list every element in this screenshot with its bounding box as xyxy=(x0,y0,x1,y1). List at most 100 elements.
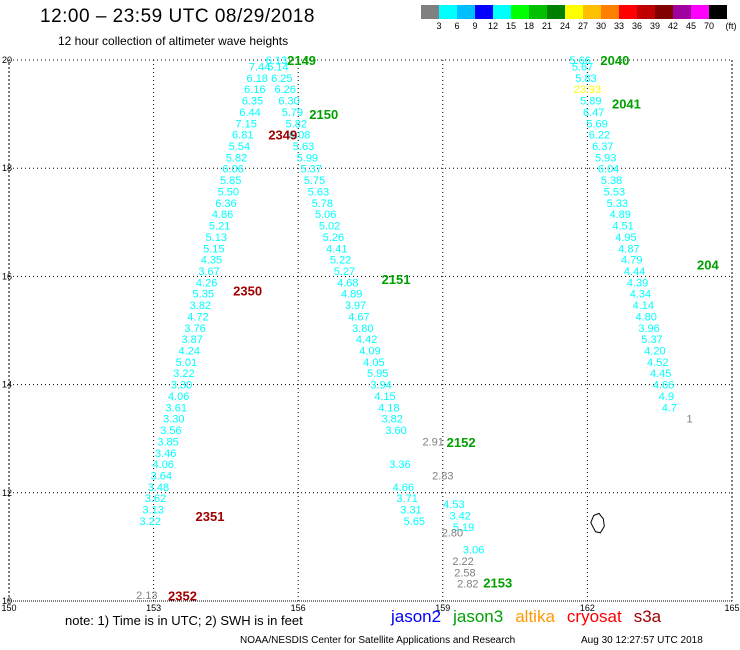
wave-height-value: 5.66 xyxy=(569,55,590,67)
wave-height-value: 5.75 xyxy=(304,175,325,187)
coastline xyxy=(590,512,605,534)
legend-label: 15 xyxy=(505,21,517,31)
legend-swatch xyxy=(565,5,583,19)
y-tick-label: 20 xyxy=(2,55,12,65)
wave-height-value: 3.76 xyxy=(184,323,205,335)
wave-height-value: 4.79 xyxy=(621,255,642,267)
wave-height-value: 5.99 xyxy=(297,152,318,164)
wave-height-value: 5.01 xyxy=(176,357,197,369)
wave-height-value: 5.26 xyxy=(323,232,344,244)
wave-height-value: 5.27 xyxy=(334,266,355,278)
wave-height-value: 3.82 xyxy=(381,414,402,426)
wave-height-value: 7.15 xyxy=(235,118,256,130)
wave-height-value: 6.18 xyxy=(247,73,268,85)
wave-height-value: 5.93 xyxy=(595,152,616,164)
legend-swatch xyxy=(529,5,547,19)
wave-height-value: 5.33 xyxy=(607,198,628,210)
legend-label: 12 xyxy=(487,21,499,31)
legend-label: 70 xyxy=(703,21,715,31)
wave-height-value: 4.68 xyxy=(337,277,358,289)
x-tick-label: 159 xyxy=(435,603,450,613)
wave-height-value: 5.89 xyxy=(580,96,601,108)
wave-height-value: 3.80 xyxy=(352,323,373,335)
wave-height-value: 3.42 xyxy=(449,511,470,523)
legend-swatch xyxy=(511,5,529,19)
wave-height-value: 3.64 xyxy=(151,470,172,482)
y-tick-label: 18 xyxy=(2,163,12,173)
altimeter-tracks: 7.446.186.166.356.447.156.815.545.826.06… xyxy=(136,55,693,602)
map-axes: 150 153 156 159 162 165 10 12 14 16 18 20 xyxy=(1,55,739,613)
wave-height-value: 4.14 xyxy=(633,300,654,312)
wave-height-value: 5.38 xyxy=(601,175,622,187)
wave-height-value: 3.85 xyxy=(157,436,178,448)
wave-height-value: 6.47 xyxy=(583,107,604,119)
wave-height-value: 4.42 xyxy=(356,334,377,346)
wave-height-value: 5.21 xyxy=(209,221,230,233)
wave-height-value: 2.13 xyxy=(136,590,157,602)
satellite-name: jason3 xyxy=(453,607,504,626)
wave-height-value: 5.50 xyxy=(218,186,239,198)
page-title: 12:00 – 23:59 UTC 08/29/2018 xyxy=(40,6,315,27)
wave-height-value: 6.37 xyxy=(592,141,613,153)
wave-height-value: 4.86 xyxy=(212,209,233,221)
wave-height-value: 4.52 xyxy=(647,357,668,369)
wave-height-value: 3.48 xyxy=(148,482,169,494)
wave-height-value: 6.36 xyxy=(215,198,236,210)
wave-height-value: 4.39 xyxy=(627,277,648,289)
wave-height-value: 4.53 xyxy=(443,499,464,511)
wave-height-value: 3.94 xyxy=(370,380,391,392)
legend-label: 3 xyxy=(436,21,442,31)
wave-height-value: 6.44 xyxy=(239,107,260,119)
legend-label: 36 xyxy=(631,21,643,31)
wave-height-value: 4.89 xyxy=(341,289,362,301)
wave-height-value: 3.22 xyxy=(140,516,161,528)
wave-height-value: 4.7 xyxy=(662,402,677,414)
wave-height-value: 3.30 xyxy=(163,414,184,426)
wave-height-value: 6.22 xyxy=(589,130,610,142)
wave-height-value: 5.63 xyxy=(293,141,314,153)
color-legend: 3 6 9 12 15 18 21 24 27 30 33 36 39 42 45 70 (ft) xyxy=(421,5,737,33)
wave-height-value: 4.06 xyxy=(168,391,189,403)
legend-swatch xyxy=(547,5,565,19)
wave-height-value: 4.06 xyxy=(153,459,174,471)
wave-height-value: 4.05 xyxy=(363,357,384,369)
wave-height-value: 3.82 xyxy=(190,300,211,312)
wave-height-value: 5.06 xyxy=(315,209,336,221)
wave-height-value: 5.82 xyxy=(226,152,247,164)
wave-height-value: 5.79 xyxy=(282,107,303,119)
wave-height-value: 3.31 xyxy=(400,505,421,517)
wave-height-value: 3.61 xyxy=(166,402,187,414)
legend-swatch xyxy=(637,5,655,19)
wave-height-value: 5.02 xyxy=(319,221,340,233)
pass-number-label: 2153 xyxy=(483,576,512,591)
satellite-name: cryosat xyxy=(566,607,622,626)
wave-height-value: 4.80 xyxy=(635,311,656,323)
wave-height-value: 4.24 xyxy=(179,346,200,358)
legend-color-bar xyxy=(421,5,727,19)
wave-height-value: 3.30 xyxy=(171,380,192,392)
wave-height-value: 6.30 xyxy=(278,96,299,108)
page-subtitle: 12 hour collection of altimeter wave hei… xyxy=(58,34,289,48)
legend-label: 6 xyxy=(454,21,460,31)
wave-height-value: 5.83 xyxy=(575,73,596,85)
pass-number-label: 204 xyxy=(697,258,719,273)
wave-height-value: 4.45 xyxy=(650,368,671,380)
wave-height-value: 3.97 xyxy=(345,300,366,312)
legend-swatch xyxy=(691,5,709,19)
wave-height-value: 2.83 xyxy=(432,470,453,482)
wave-height-value: 5.63 xyxy=(308,186,329,198)
legend-label: 9 xyxy=(472,21,478,31)
legend-swatch xyxy=(619,5,637,19)
wave-height-value: 3.60 xyxy=(385,425,406,437)
legend-swatch xyxy=(709,5,727,19)
y-tick-label: 12 xyxy=(2,488,12,498)
wave-height-value: 3.67 xyxy=(198,266,219,278)
y-tick-label: 14 xyxy=(2,380,12,390)
x-tick-label: 150 xyxy=(1,603,16,613)
wave-height-value: 3.87 xyxy=(181,334,202,346)
legend-swatch xyxy=(457,5,475,19)
wave-height-value: 4.18 xyxy=(378,402,399,414)
legend-label: 42 xyxy=(667,21,679,31)
wave-height-value: 6.81 xyxy=(232,130,253,142)
